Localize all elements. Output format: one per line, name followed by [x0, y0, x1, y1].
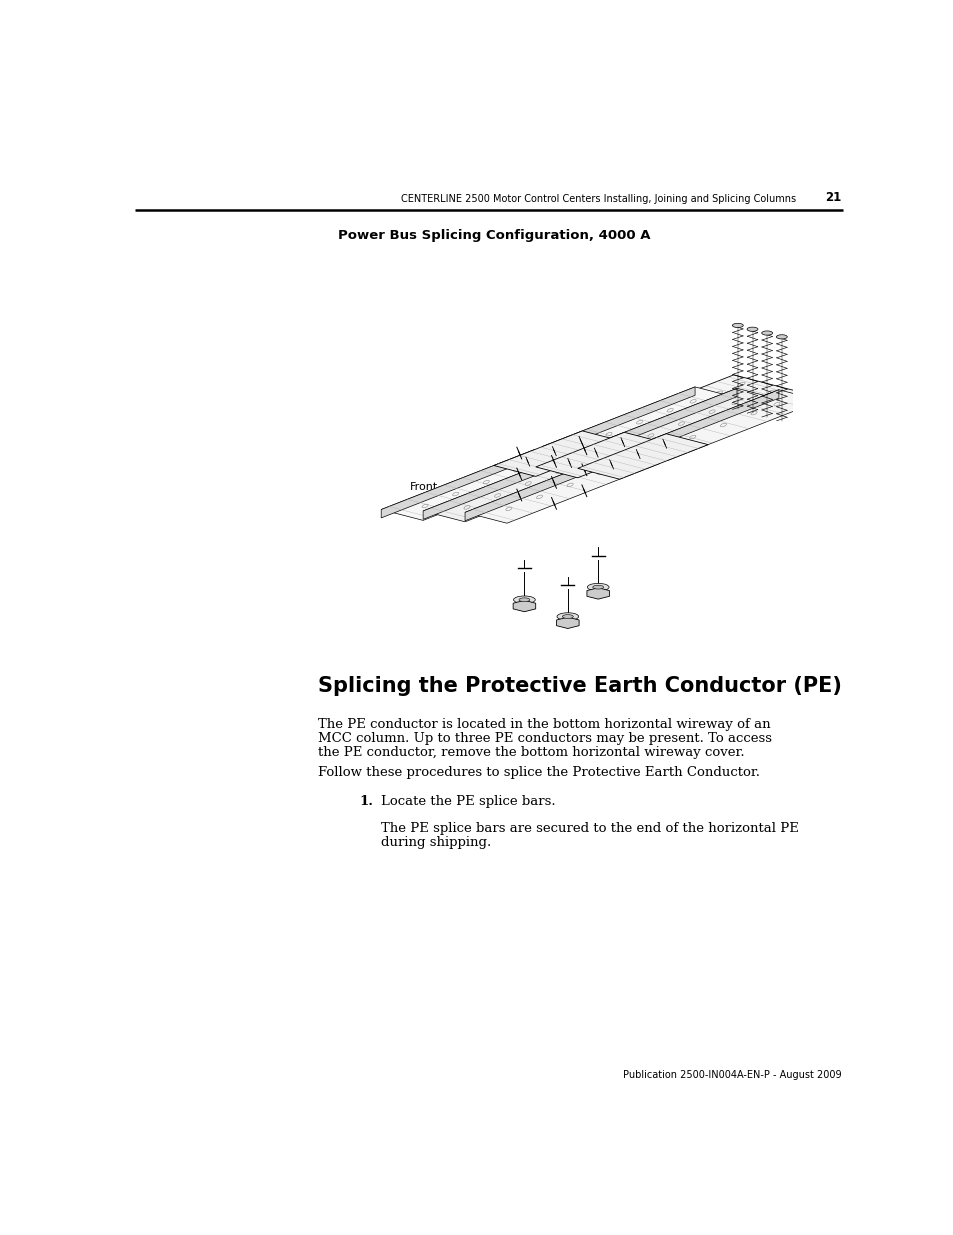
Text: MCC column. Up to three PE conductors may be present. To access: MCC column. Up to three PE conductors ma… — [318, 732, 772, 745]
Text: Publication 2500-IN004A-EN-P - August 2009: Publication 2500-IN004A-EN-P - August 20… — [622, 1070, 841, 1079]
Text: 21: 21 — [824, 190, 841, 204]
Text: CENTERLINE 2500 Motor Control Centers Installing, Joining and Splicing Columns: CENTERLINE 2500 Motor Control Centers In… — [401, 194, 796, 204]
Text: Power Bus Splicing Configuration, 4000 A: Power Bus Splicing Configuration, 4000 A — [337, 228, 650, 242]
Text: Locate the PE splice bars.: Locate the PE splice bars. — [381, 795, 556, 808]
Text: Front: Front — [410, 482, 437, 492]
Text: the PE conductor, remove the bottom horizontal wireway cover.: the PE conductor, remove the bottom hori… — [318, 746, 744, 758]
Text: The PE conductor is located in the bottom horizontal wireway of an: The PE conductor is located in the botto… — [318, 718, 770, 731]
Text: The PE splice bars are secured to the end of the horizontal PE: The PE splice bars are secured to the en… — [381, 823, 799, 835]
Text: 1.: 1. — [359, 795, 374, 808]
Text: during shipping.: during shipping. — [381, 836, 491, 848]
Text: Splicing the Protective Earth Conductor (PE): Splicing the Protective Earth Conductor … — [318, 676, 841, 695]
Text: Follow these procedures to splice the Protective Earth Conductor.: Follow these procedures to splice the Pr… — [318, 766, 760, 779]
